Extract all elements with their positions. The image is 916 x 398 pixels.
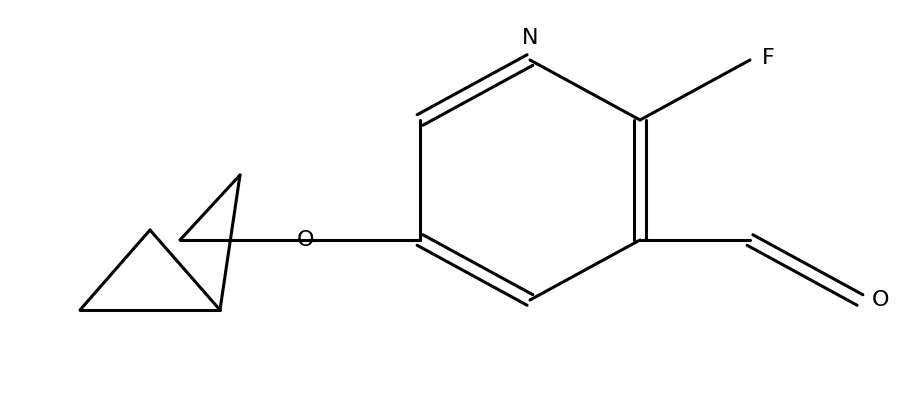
Text: O: O: [872, 290, 889, 310]
Text: N: N: [522, 28, 539, 48]
Text: O: O: [296, 230, 314, 250]
Text: F: F: [762, 48, 775, 68]
